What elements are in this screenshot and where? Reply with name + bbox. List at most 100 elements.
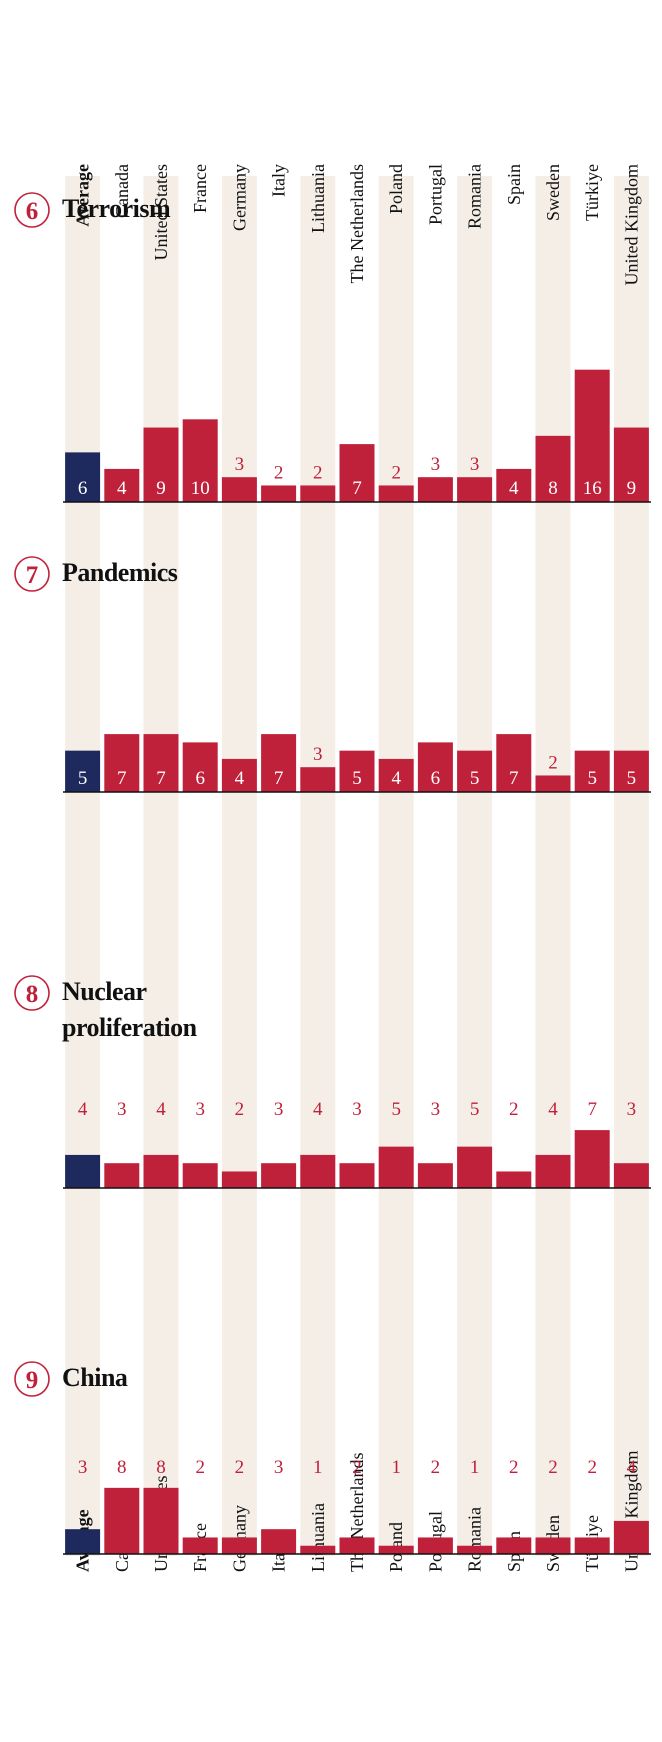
bar: [300, 485, 336, 502]
bar: [339, 1537, 375, 1554]
value-label: 16: [583, 478, 602, 499]
panel-title: China: [62, 1363, 128, 1392]
column-stripe: [378, 176, 414, 1556]
bar: [143, 1154, 179, 1188]
bar: [574, 369, 610, 502]
bar: [535, 1154, 571, 1188]
category-label: Lithuania: [308, 1503, 328, 1572]
bar: [143, 734, 179, 792]
bar: [417, 1537, 453, 1554]
bar: [300, 767, 336, 792]
panel-title: Nuclear proliferation: [62, 977, 197, 1042]
value-label: 7: [274, 768, 284, 789]
bar: [104, 1163, 140, 1188]
value-label: 1: [470, 1457, 480, 1478]
bar: [182, 1537, 218, 1554]
value-label: 3: [313, 744, 323, 765]
bar: [339, 1163, 375, 1188]
bar: [378, 1146, 414, 1188]
value-label: 5: [470, 1099, 480, 1120]
value-label: 3: [274, 1099, 284, 1120]
bar: [496, 468, 532, 502]
bar: [613, 427, 649, 502]
column-stripe: [300, 176, 336, 1556]
rank-number: 7: [26, 562, 39, 589]
value-label: 7: [587, 1099, 597, 1120]
bar: [221, 477, 257, 502]
value-label: 6: [431, 768, 441, 789]
bar: [378, 758, 414, 792]
category-label: The Netherlands: [347, 164, 367, 283]
value-label: 7: [509, 768, 519, 789]
bar: [65, 750, 101, 792]
value-label: 2: [195, 1457, 205, 1478]
category-label: Poland: [386, 164, 406, 214]
value-label: 3: [431, 454, 441, 475]
value-label: 4: [313, 1099, 323, 1120]
bar: [221, 1537, 257, 1554]
category-label: Romania: [465, 1507, 485, 1572]
bar: [65, 452, 101, 502]
value-label: 3: [431, 1099, 441, 1120]
value-label: 3: [470, 454, 480, 475]
column-stripe: [143, 176, 179, 1556]
value-label: 4: [235, 768, 245, 789]
bar: [496, 1537, 532, 1554]
value-label: 4: [548, 1099, 558, 1120]
value-label: 2: [352, 1457, 362, 1478]
value-label: 3: [78, 1457, 88, 1478]
column-stripe: [613, 176, 649, 1556]
bar: [417, 477, 453, 502]
bar: [261, 1529, 297, 1554]
bar: [496, 1171, 532, 1188]
panel-title: Pandemics: [62, 558, 178, 587]
value-label: 3: [235, 454, 245, 475]
value-label: 3: [352, 1099, 362, 1120]
bar: [457, 1146, 493, 1188]
bar: [613, 750, 649, 792]
value-label: 4: [509, 478, 519, 499]
category-label: United States: [151, 164, 171, 261]
value-label: 2: [235, 1457, 245, 1478]
value-label: 7: [352, 478, 362, 499]
value-label: 2: [548, 1457, 558, 1478]
value-label: 2: [235, 1099, 245, 1120]
category-label: Spain: [504, 164, 524, 205]
bar: [339, 444, 375, 502]
bar: [613, 1520, 649, 1554]
bar: [574, 750, 610, 792]
value-label: 2: [587, 1457, 597, 1478]
category-label: Canada: [112, 164, 132, 218]
value-label: 2: [509, 1099, 519, 1120]
bar: [378, 485, 414, 502]
bar: [182, 419, 218, 502]
bar: [182, 1163, 218, 1188]
value-label: 2: [548, 752, 558, 773]
bar: [535, 1537, 571, 1554]
category-label: Average: [73, 164, 93, 227]
bar: [104, 468, 140, 502]
value-label: 6: [78, 478, 88, 499]
category-label: Lithuania: [308, 164, 328, 233]
category-label: Italy: [269, 164, 289, 197]
bar: [417, 1163, 453, 1188]
category-label: United Kingdom: [621, 164, 641, 286]
value-label: 3: [195, 1099, 205, 1120]
value-label: 4: [627, 1457, 637, 1478]
bar: [339, 750, 375, 792]
bar: [457, 1545, 493, 1554]
bar: [261, 1163, 297, 1188]
bar: [535, 435, 571, 502]
value-label: 7: [117, 768, 127, 789]
bar: [104, 1487, 140, 1554]
value-label: 3: [627, 1099, 637, 1120]
category-label: Germany: [229, 164, 249, 231]
bar: [300, 1154, 336, 1188]
value-label: 2: [431, 1457, 441, 1478]
rank-badge: [14, 556, 50, 592]
value-label: 5: [391, 1099, 401, 1120]
value-label: 4: [391, 768, 401, 789]
value-label: 2: [391, 462, 401, 483]
value-label: 4: [156, 1099, 166, 1120]
